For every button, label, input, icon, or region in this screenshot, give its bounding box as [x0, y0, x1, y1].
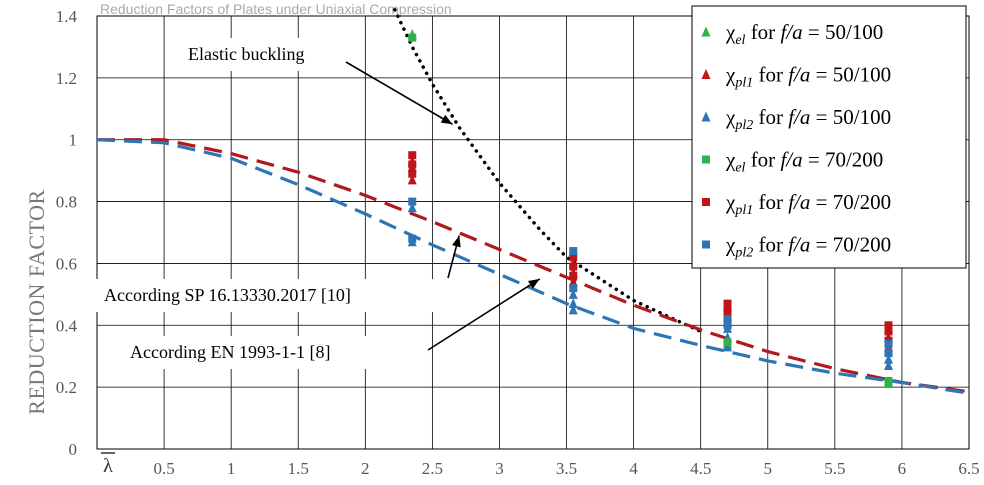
y-tick-label: 1.2: [56, 69, 77, 88]
data-point: [408, 151, 417, 160]
data-point: [723, 315, 732, 324]
data-point: [408, 197, 417, 206]
legend-entry: χpl1 for f/a = 50/100: [725, 63, 891, 91]
data-point: [884, 376, 893, 385]
x-tick-label: 1: [227, 459, 236, 478]
x-tick-label: 5: [764, 459, 773, 478]
data-point: [884, 339, 893, 348]
annotation-arrow: [427, 278, 541, 351]
data-point: [408, 160, 417, 169]
y-tick-label: 1: [69, 131, 78, 150]
annotation-box: [180, 38, 352, 71]
x-tick-label: 6.5: [958, 459, 979, 478]
y-tick-label: 1.4: [56, 7, 78, 26]
data-point: [569, 262, 578, 271]
data-point: [568, 304, 578, 315]
legend-entry: χpl2 for f/a = 70/200: [725, 233, 891, 261]
y-tick-label: 0: [69, 440, 78, 459]
x-tick-label: 0.5: [153, 459, 174, 478]
arrow-head: [452, 235, 461, 248]
data-points: [407, 29, 894, 388]
annotation-arrow: [345, 61, 453, 125]
x-axis-symbol: λ: [103, 455, 113, 477]
data-point: [884, 349, 893, 358]
x-axis-label: λ: [101, 452, 115, 477]
x-tick-label: 3.5: [556, 459, 577, 478]
data-point: [723, 305, 732, 314]
data-point: [568, 288, 578, 299]
x-tick-label: 4.5: [690, 459, 711, 478]
data-point: [884, 321, 893, 330]
x-tick-label: 2: [361, 459, 370, 478]
y-tick-label: 0.4: [56, 316, 78, 335]
data-point: [408, 234, 417, 243]
legend-marker: [702, 155, 710, 164]
data-point: [884, 359, 894, 370]
x-tick-label: 1.5: [288, 459, 309, 478]
legend-marker: [702, 198, 710, 206]
annotation-label: According EN 1993-1-1 [8]: [130, 342, 330, 362]
x-tick-label: 6: [898, 459, 907, 478]
data-point: [569, 284, 578, 293]
legend-entry: χel for f/a = 50/100: [725, 20, 883, 48]
data-point: [407, 202, 417, 213]
y-tick-label: 0.8: [56, 193, 77, 212]
data-point: [884, 327, 893, 336]
legend-box: [691, 5, 967, 269]
annotation-label: Elastic buckling: [188, 44, 304, 64]
annotations: Elastic buckling According SP 16.13330.20…: [96, 38, 541, 369]
data-point: [568, 298, 578, 309]
legend-marker: [701, 111, 711, 122]
top-caption: Reduction Factors of Plates under Uniaxi…: [100, 1, 452, 17]
data-point: [723, 341, 733, 352]
data-point: [569, 271, 578, 280]
curve-0: [393, 8, 703, 334]
y-tick-label: 0.6: [56, 254, 77, 273]
legend-entry: χpl1 for f/a = 70/200: [725, 190, 891, 218]
annotation-box: [96, 279, 450, 312]
data-point: [568, 276, 578, 287]
data-point: [569, 253, 578, 262]
curve-layer: [96, 8, 970, 395]
x-tick-label: 3: [495, 459, 504, 478]
annotation-box: [122, 336, 430, 369]
data-point: [407, 174, 417, 185]
legend-marker: [701, 69, 711, 79]
legend: χel for f/a = 50/100 χpl1 for f/a = 50/10…: [691, 5, 967, 269]
curve-2: [96, 138, 970, 395]
legend-entry: χpl2 for f/a = 50/100: [725, 105, 891, 133]
data-point: [569, 247, 578, 256]
data-point: [408, 33, 417, 42]
annotation-label: According SP 16.13330.2017 [10]: [104, 285, 351, 305]
legend-entry: χel for f/a = 70/200: [725, 148, 883, 176]
data-point: [723, 299, 732, 308]
data-point: [723, 338, 732, 347]
x-tick-label: 2.5: [422, 459, 443, 478]
x-tick-label: 5.5: [824, 459, 845, 478]
tick-labels: 0 0.2 0.4 0.6 0.8 1 1.2 1.4 0.5 1 1.5 2 2.5 3 3.5 4 4.5 5…: [56, 7, 980, 478]
curve-1: [97, 138, 970, 394]
legend-marker: [701, 26, 711, 37]
x-tick-label: 4: [629, 459, 638, 478]
y-axis-label: REDUCTION FACTOR: [24, 189, 49, 414]
data-point: [408, 169, 417, 178]
arrow-head: [440, 114, 453, 125]
arrow-head: [528, 278, 540, 289]
data-point: [723, 321, 732, 330]
legend-marker: [702, 240, 710, 249]
y-tick-label: 0.2: [56, 378, 77, 397]
data-point: [884, 353, 894, 364]
